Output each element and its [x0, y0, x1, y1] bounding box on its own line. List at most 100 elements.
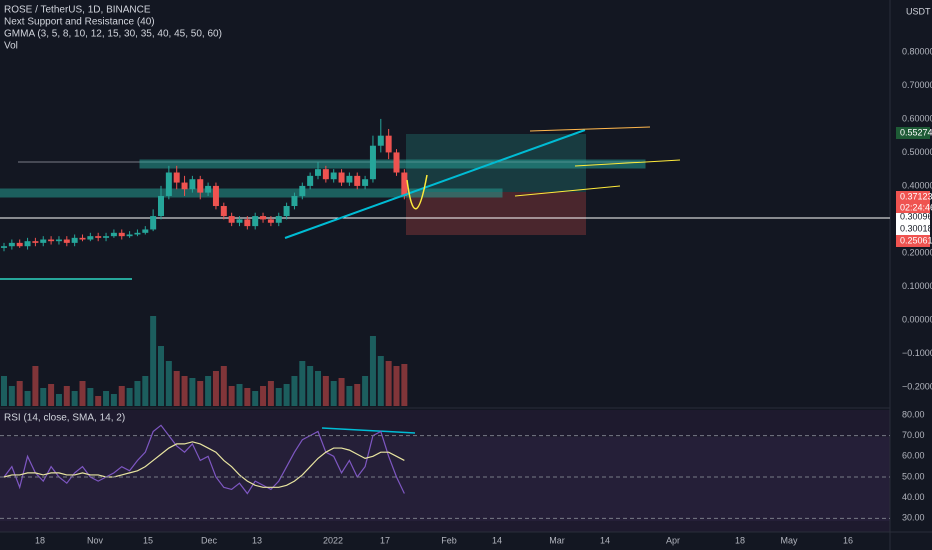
candle-body — [8, 242, 15, 247]
candle-body — [87, 236, 94, 240]
candle-body — [16, 242, 23, 247]
x-tick-label: Nov — [87, 535, 104, 545]
candle-body — [173, 172, 180, 183]
candle-body — [283, 206, 290, 217]
price-tag — [896, 223, 930, 235]
volume-bar — [158, 346, 164, 406]
volume-bar — [212, 371, 219, 406]
indicator: Vol — [4, 41, 18, 52]
candle-body — [189, 179, 196, 190]
y-tick-label: 0.80000 — [902, 46, 932, 56]
y-tick-label: 0.60000 — [902, 113, 932, 123]
price-tag — [896, 191, 930, 203]
volume-bar — [142, 376, 149, 406]
volume-bar — [103, 391, 110, 406]
candle-body — [165, 172, 172, 196]
y-tick-label: −0.10000 — [902, 348, 932, 358]
rsi — [3, 424, 405, 495]
candle-body — [79, 237, 86, 240]
y-tick-label: 0.20000 — [902, 247, 932, 257]
candle-body — [322, 169, 329, 180]
volume-bar — [322, 376, 329, 406]
volume-bar — [189, 378, 196, 406]
price-tag-label: 0.55274 — [900, 127, 932, 137]
candle-body — [377, 135, 384, 146]
volume-bar — [118, 386, 125, 406]
volume-bar — [369, 336, 376, 406]
y-tick-label: 0.40000 — [902, 180, 932, 190]
volume-bar — [63, 386, 70, 406]
candle-body — [40, 239, 47, 243]
candle-body — [55, 239, 62, 242]
candle-body — [236, 219, 243, 223]
volume-bar — [244, 388, 251, 406]
candle-body — [362, 179, 369, 186]
candle-body — [126, 234, 133, 237]
candles — [1, 118, 408, 406]
candle-body — [330, 172, 337, 180]
x-tick-label: 15 — [143, 535, 153, 545]
candle-body — [142, 229, 149, 233]
volume-bar — [275, 388, 282, 406]
volume-bar — [205, 376, 212, 406]
candle-body — [134, 232, 141, 235]
volume-bar — [267, 381, 274, 406]
volume-bar — [24, 391, 31, 406]
candle-body — [299, 185, 306, 196]
candle-body — [291, 195, 298, 207]
projection — [406, 174, 428, 210]
volume-bar — [260, 386, 267, 406]
candle-body — [110, 232, 117, 237]
countdown: 02:24:46 — [900, 202, 932, 212]
candle-body — [24, 241, 31, 247]
volume-bar — [165, 361, 172, 406]
arrow-line — [514, 185, 621, 197]
candle-body — [197, 179, 204, 193]
candle-body — [252, 216, 259, 227]
candle-body — [48, 239, 55, 242]
candle-body — [205, 185, 212, 193]
volume-bar — [362, 376, 369, 406]
volume-bar — [354, 384, 361, 406]
x-tick-label: May — [780, 535, 798, 545]
candle-body — [158, 195, 164, 217]
rsi-tick-label: 30.00 — [902, 513, 925, 523]
candle-body — [315, 169, 321, 176]
volume-bar — [197, 381, 204, 406]
x-tick-label: 17 — [380, 535, 390, 545]
x-tick-label: Dec — [201, 535, 218, 545]
candle-body — [71, 237, 78, 243]
x-tick-label: Mar — [549, 535, 565, 545]
rsi-tick-label: 60.00 — [902, 451, 925, 461]
volume-bar — [71, 391, 78, 406]
x-tick-label: Feb — [441, 535, 457, 545]
volume-bar — [79, 381, 86, 406]
volume-bar — [307, 366, 314, 406]
support-zone — [0, 188, 503, 198]
y-tick-label: 0.00000 — [902, 314, 932, 324]
price-tag — [896, 211, 930, 223]
volume-bar — [338, 378, 345, 406]
candle-body — [354, 175, 361, 186]
volume-bar — [181, 376, 188, 406]
candle-body — [32, 241, 39, 243]
candle-body — [1, 246, 7, 248]
volume-bar — [283, 384, 290, 406]
volume-bar — [252, 391, 259, 406]
rsi-ma-line — [3, 441, 405, 488]
volume-bar — [40, 388, 47, 406]
volume-bar — [55, 394, 62, 406]
indicator: Next Support and Resistance (40) — [4, 17, 155, 28]
volume-bar — [173, 371, 180, 406]
y-tick-label: 0.70000 — [902, 80, 932, 90]
volume-bar — [228, 386, 235, 406]
volume-bar — [346, 386, 353, 406]
indicator: GMMA (3, 5, 8, 10, 12, 15, 30, 35, 40, 4… — [4, 29, 222, 40]
x-tick-label: 14 — [492, 535, 502, 545]
candle-body — [338, 172, 345, 183]
countdown-bg — [896, 203, 930, 213]
arrow-line — [574, 159, 681, 167]
candle-body — [181, 182, 188, 190]
rsi-tick-label: 40.00 — [902, 492, 925, 502]
volume-bar — [330, 381, 337, 406]
